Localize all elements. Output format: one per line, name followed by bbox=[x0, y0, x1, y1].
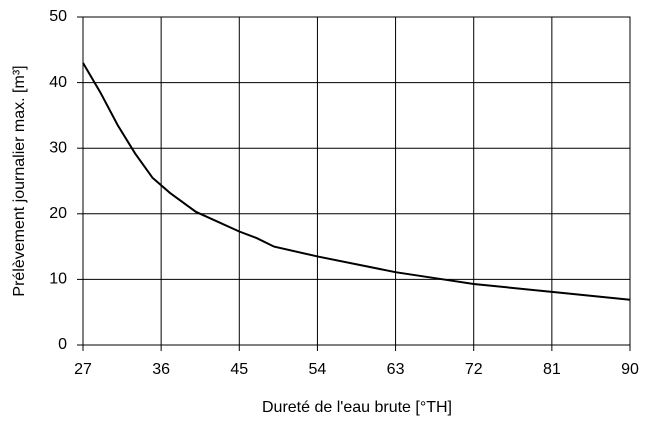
x-axis-label: Dureté de l'eau brute [°TH] bbox=[262, 399, 452, 416]
y-tick-label: 30 bbox=[49, 139, 67, 156]
y-axis-label: Prélèvement journalier max. [m³] bbox=[11, 65, 28, 296]
y-tick-label: 0 bbox=[58, 336, 67, 353]
x-tick-label: 45 bbox=[230, 361, 248, 378]
x-tick-label: 54 bbox=[309, 361, 327, 378]
x-tick-label: 36 bbox=[152, 361, 170, 378]
line-series bbox=[82, 62, 631, 301]
y-tick-label: 10 bbox=[49, 271, 67, 288]
x-tick-label: 90 bbox=[621, 361, 639, 378]
x-tick-label: 81 bbox=[543, 361, 561, 378]
y-tick-label: 40 bbox=[49, 74, 67, 91]
x-tick-label: 27 bbox=[74, 361, 92, 378]
plot-frame bbox=[82, 16, 631, 346]
y-tick-label: 20 bbox=[49, 205, 67, 222]
x-tick-label: 63 bbox=[387, 361, 405, 378]
x-tick-label: 72 bbox=[465, 361, 483, 378]
y-tick-label: 50 bbox=[49, 8, 67, 25]
